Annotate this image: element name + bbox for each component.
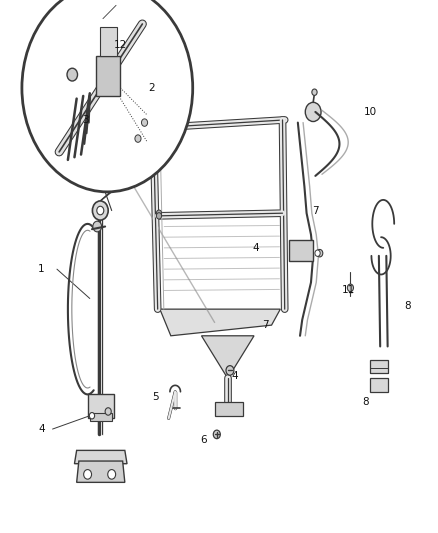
Bar	[88, 394, 114, 418]
Circle shape	[93, 221, 102, 232]
Text: 12: 12	[114, 41, 127, 50]
Circle shape	[84, 470, 92, 479]
Circle shape	[347, 284, 353, 292]
Bar	[370, 360, 388, 373]
Bar	[96, 56, 120, 96]
Text: 4: 4	[231, 371, 238, 381]
Circle shape	[156, 210, 162, 216]
Circle shape	[89, 413, 95, 419]
Text: 3: 3	[82, 115, 89, 125]
Text: 4: 4	[38, 424, 45, 434]
Bar	[100, 27, 117, 56]
Text: 10: 10	[364, 107, 377, 117]
Bar	[215, 402, 243, 416]
Circle shape	[317, 249, 323, 257]
Circle shape	[108, 470, 116, 479]
Circle shape	[22, 0, 193, 192]
Circle shape	[92, 201, 108, 220]
Circle shape	[312, 89, 317, 95]
Circle shape	[315, 250, 320, 256]
Polygon shape	[201, 336, 254, 378]
Circle shape	[156, 213, 162, 219]
Circle shape	[141, 119, 148, 126]
Circle shape	[305, 102, 321, 122]
Circle shape	[135, 135, 141, 142]
Polygon shape	[74, 450, 127, 464]
Polygon shape	[77, 461, 125, 482]
Text: 6: 6	[200, 435, 207, 445]
Text: 8: 8	[404, 302, 411, 311]
Circle shape	[105, 408, 111, 415]
Text: 7: 7	[261, 320, 268, 330]
Text: 7: 7	[312, 206, 319, 215]
Polygon shape	[160, 309, 280, 336]
Text: 5: 5	[152, 392, 159, 402]
Text: 11: 11	[342, 286, 355, 295]
Bar	[289, 240, 313, 261]
Text: 8: 8	[362, 398, 369, 407]
Text: 2: 2	[148, 83, 155, 93]
Circle shape	[226, 366, 234, 375]
Text: 4: 4	[253, 243, 260, 253]
Bar	[370, 378, 388, 392]
Circle shape	[213, 430, 220, 439]
Text: 1: 1	[38, 264, 45, 274]
Circle shape	[97, 206, 104, 215]
Circle shape	[67, 68, 78, 81]
Bar	[90, 413, 112, 421]
